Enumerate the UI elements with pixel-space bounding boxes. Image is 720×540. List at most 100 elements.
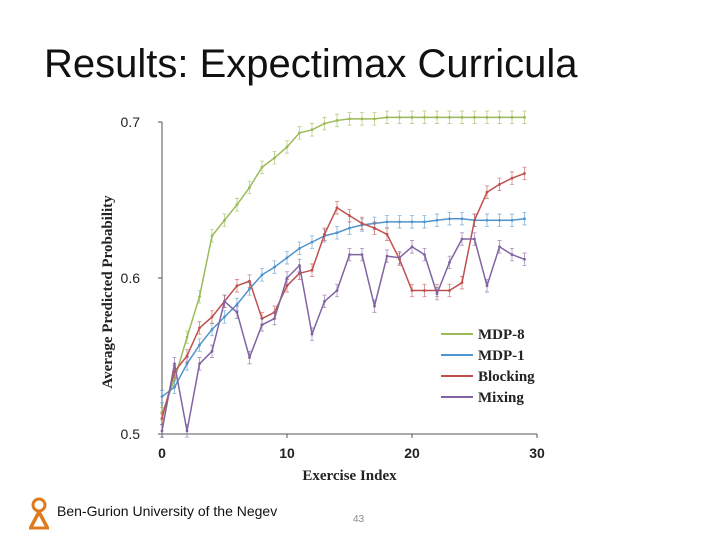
data-point-mdp-8-5 <box>223 218 226 222</box>
legend-label-mixing: Mixing <box>478 390 524 406</box>
line-chart: 0.5 0.6 0.7 0 10 20 30 Exercise Index Average Pr… <box>100 110 545 484</box>
data-point-mdp-8-3 <box>198 295 201 299</box>
data-point-blocking-24 <box>460 281 464 285</box>
data-point-mdp-1-21 <box>423 220 426 224</box>
page-number: 43 <box>353 514 365 525</box>
data-point-mdp-1-23 <box>448 217 451 221</box>
data-point-mixing-2 <box>185 429 189 433</box>
data-point-blocking-13 <box>323 232 326 236</box>
data-point-mdp-8-17 <box>373 117 376 121</box>
data-point-blocking-17 <box>373 226 376 230</box>
data-point-mdp-8-12 <box>310 128 314 132</box>
data-point-mdp-8-19 <box>398 115 401 119</box>
data-point-blocking-10 <box>285 284 289 288</box>
data-point-blocking-15 <box>348 214 351 217</box>
y-axis-label: Average Predicted Probability <box>100 195 116 389</box>
data-point-mixing-9 <box>273 317 276 320</box>
data-point-blocking-7 <box>248 279 251 283</box>
data-point-blocking-4 <box>210 315 214 319</box>
plot-area: 0.5 0.6 0.7 0 10 20 30 Exercise Index Average Pr… <box>100 110 545 484</box>
data-point-mdp-1-12 <box>310 240 314 244</box>
data-point-mdp-8-15 <box>348 117 351 121</box>
data-point-mdp-1-19 <box>398 220 401 224</box>
data-point-mdp-1-0 <box>160 395 164 398</box>
slide-title: Results: Expectimax Curricula <box>44 42 578 86</box>
data-point-mixing-29 <box>523 257 526 261</box>
data-point-blocking-28 <box>510 176 514 180</box>
data-point-mixing-10 <box>285 276 289 280</box>
data-point-blocking-27 <box>498 183 501 186</box>
data-point-mdp-8-18 <box>385 115 389 119</box>
data-point-mdp-1-18 <box>385 220 389 224</box>
data-point-mixing-7 <box>248 356 251 359</box>
data-point-mdp-1-1 <box>173 385 176 389</box>
y-tick-label-2: 0.7 <box>121 114 141 130</box>
data-point-mixing-27 <box>498 245 501 249</box>
data-point-mdp-1-11 <box>298 246 301 250</box>
data-point-mixing-0 <box>160 429 164 433</box>
data-point-mdp-8-20 <box>410 115 414 119</box>
data-point-mdp-8-4 <box>210 234 214 238</box>
data-point-blocking-26 <box>485 190 489 194</box>
data-point-mdp-1-15 <box>348 226 351 230</box>
data-point-mdp-8-8 <box>260 165 264 169</box>
data-point-mixing-15 <box>348 253 351 256</box>
data-point-mdp-1-7 <box>248 287 251 291</box>
data-point-blocking-6 <box>235 284 239 288</box>
data-point-mixing-23 <box>448 261 451 264</box>
university-logo-icon <box>29 497 49 530</box>
data-point-mdp-1-22 <box>435 218 439 222</box>
data-point-mdp-8-24 <box>460 115 464 119</box>
data-point-blocking-23 <box>448 289 451 292</box>
data-point-mdp-8-7 <box>248 186 251 189</box>
data-point-blocking-29 <box>523 172 526 175</box>
series-line-blocking <box>161 172 525 419</box>
y-tick-label-0: 0.5 <box>121 426 141 442</box>
data-point-mixing-18 <box>385 254 389 258</box>
data-point-mdp-8-27 <box>498 115 501 119</box>
data-point-mdp-8-25 <box>473 115 476 119</box>
data-point-mdp-8-26 <box>485 115 489 119</box>
data-point-mdp-1-6 <box>235 303 239 306</box>
x-tick-label-2: 20 <box>404 445 420 461</box>
data-point-mixing-14 <box>335 289 339 292</box>
data-point-mixing-1 <box>173 362 176 366</box>
data-point-mdp-1-5 <box>223 315 226 319</box>
legend-label-mdp-8: MDP-8 <box>478 327 525 343</box>
data-point-mixing-4 <box>210 349 214 353</box>
data-point-blocking-20 <box>410 289 414 292</box>
data-point-mdp-8-11 <box>298 131 301 135</box>
data-point-mixing-26 <box>485 284 489 288</box>
x-tick-label-1: 10 <box>279 445 295 461</box>
data-point-mdp-1-27 <box>498 218 501 222</box>
footer-university-name: Ben-Gurion University of the Negev <box>57 503 278 519</box>
data-point-mdp-8-9 <box>273 156 276 160</box>
data-point-mdp-1-28 <box>510 218 514 222</box>
data-point-mixing-16 <box>360 253 364 256</box>
data-point-mixing-6 <box>235 310 239 314</box>
series-line-mdp-1 <box>161 217 525 398</box>
data-point-mdp-1-4 <box>210 328 214 331</box>
data-point-mdp-1-29 <box>523 217 526 221</box>
data-point-mixing-3 <box>198 362 201 366</box>
data-point-mdp-8-21 <box>423 115 426 119</box>
data-point-mixing-13 <box>323 300 326 303</box>
data-point-mdp-8-28 <box>510 115 514 119</box>
data-point-blocking-18 <box>385 232 389 236</box>
data-point-mdp-8-2 <box>185 335 189 339</box>
data-point-mdp-1-3 <box>198 343 201 347</box>
y-tick-label-1: 0.6 <box>121 270 141 286</box>
x-tick-label-0: 0 <box>158 445 166 461</box>
data-point-mixing-11 <box>298 264 301 267</box>
data-point-mixing-21 <box>423 253 426 256</box>
data-point-mdp-1-26 <box>485 218 489 222</box>
data-point-mdp-8-16 <box>360 117 364 121</box>
data-point-blocking-25 <box>473 218 476 222</box>
data-point-mixing-20 <box>410 245 414 249</box>
data-point-mdp-8-1 <box>173 378 176 381</box>
x-tick-label-3: 30 <box>529 445 545 461</box>
data-point-mdp-8-29 <box>523 115 526 119</box>
data-point-mdp-1-14 <box>335 231 339 235</box>
data-point-mixing-5 <box>223 300 226 303</box>
x-axis-label: Exercise Index <box>302 468 397 484</box>
